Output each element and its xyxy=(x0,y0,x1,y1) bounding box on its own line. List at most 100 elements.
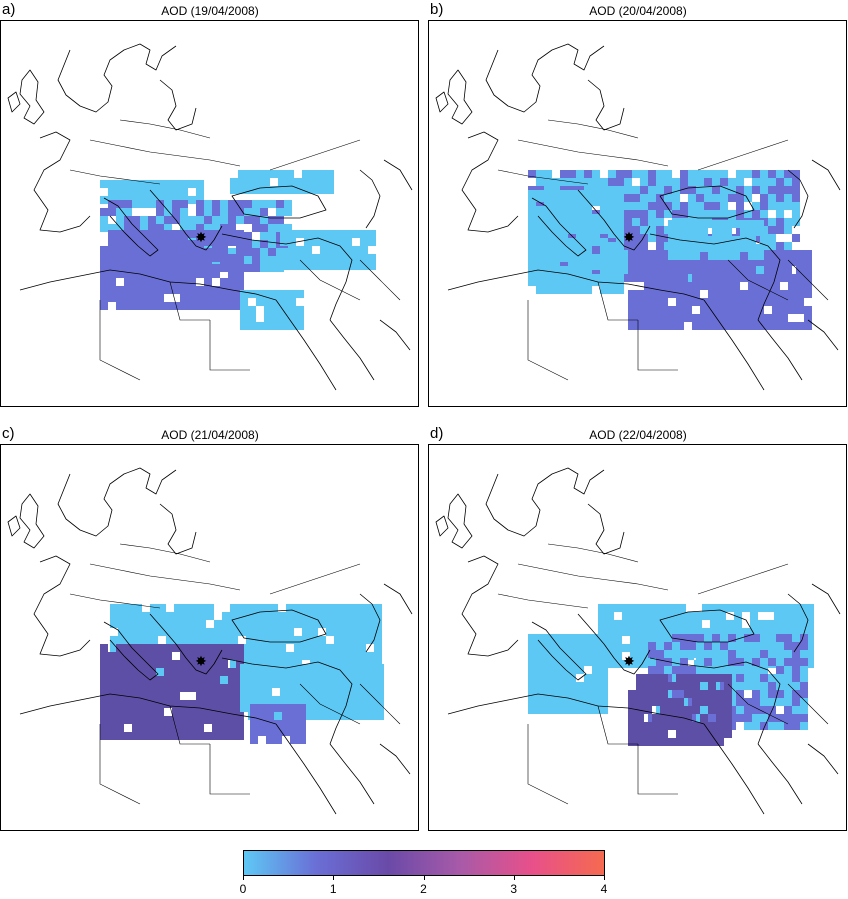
aod-cell xyxy=(110,612,118,620)
aod-cell xyxy=(552,674,560,682)
aod-cell xyxy=(768,722,776,730)
aod-cell xyxy=(792,690,800,698)
aod-cell xyxy=(806,652,814,660)
aod-cell xyxy=(260,232,268,240)
aod-cell xyxy=(132,246,140,254)
coastline xyxy=(221,233,353,321)
aod-cell xyxy=(262,604,270,612)
country-border xyxy=(697,563,789,595)
panel-title: AOD (20/04/2008) xyxy=(589,4,687,18)
aod-cell xyxy=(686,612,694,620)
aod-cell xyxy=(206,604,214,612)
aod-cell xyxy=(118,612,126,620)
aod-cell xyxy=(310,636,318,644)
aod-cell xyxy=(760,634,768,642)
aod-cell xyxy=(196,180,204,188)
aod-cell xyxy=(334,612,342,620)
aod-cell xyxy=(100,254,108,262)
aod-cell xyxy=(274,704,282,712)
aod-cell xyxy=(164,700,172,708)
aod-cell xyxy=(792,642,800,650)
aod-cell xyxy=(188,230,196,238)
aod-cell xyxy=(148,278,156,286)
aod-cell xyxy=(272,290,280,298)
aod-cell xyxy=(196,216,204,224)
aod-cell xyxy=(662,628,670,636)
aod-cell xyxy=(352,230,360,238)
aod-cell xyxy=(286,612,294,620)
aod-cell xyxy=(188,246,196,254)
aod-cell xyxy=(536,634,544,642)
aod-cell xyxy=(784,194,792,202)
aod-cell xyxy=(756,274,764,282)
aod-cell xyxy=(100,732,108,740)
aod-cell xyxy=(640,202,648,210)
aod-cell xyxy=(326,170,334,178)
aod-cell xyxy=(776,634,784,642)
aod-cell xyxy=(296,672,304,680)
aod-cell xyxy=(368,712,376,720)
aod-cell xyxy=(166,636,174,644)
aod-cell xyxy=(298,704,306,712)
aod-cell xyxy=(228,278,236,286)
aod-cell xyxy=(220,716,228,724)
aod-cell xyxy=(668,252,676,260)
aod-cell xyxy=(342,612,350,620)
aod-cell xyxy=(656,194,664,202)
aod-cell xyxy=(228,692,236,700)
aod-cell xyxy=(254,170,262,178)
aod-cell xyxy=(616,214,624,222)
aod-cell xyxy=(374,620,382,628)
aod-cell xyxy=(150,628,158,636)
aod-cell xyxy=(732,266,740,274)
aod-cell xyxy=(248,672,256,680)
aod-cell xyxy=(716,690,724,698)
aod-cell xyxy=(776,218,784,226)
aod-cell xyxy=(124,238,132,246)
aod-cell xyxy=(180,708,188,716)
aod-cell xyxy=(644,306,652,314)
aod-cell xyxy=(350,620,358,628)
aod-cell xyxy=(652,314,660,322)
aod-cell xyxy=(108,660,116,668)
aod-cell xyxy=(760,178,768,186)
aod-cell xyxy=(132,684,140,692)
aod-cell xyxy=(688,170,696,178)
aod-cell xyxy=(328,262,336,270)
aod-cell xyxy=(710,620,718,628)
aod-cell xyxy=(270,186,278,194)
aod-cell xyxy=(598,620,606,628)
aod-cell xyxy=(528,706,536,714)
aod-cell xyxy=(254,644,262,652)
coastline xyxy=(19,69,45,125)
aod-cell xyxy=(164,270,172,278)
aod-cell xyxy=(676,244,684,252)
coastline xyxy=(531,197,587,257)
aod-cell xyxy=(312,680,320,688)
aod-cell xyxy=(244,200,252,208)
aod-cell xyxy=(220,684,228,692)
aod-cell xyxy=(180,224,188,232)
aod-cell xyxy=(560,642,568,650)
aod-cell xyxy=(204,676,212,684)
aod-cell xyxy=(260,200,268,208)
aod-cell xyxy=(278,620,286,628)
aod-cell xyxy=(726,604,734,612)
aod-cell xyxy=(352,688,360,696)
coastline xyxy=(757,743,803,805)
aod-cell xyxy=(196,230,204,238)
aod-cell xyxy=(196,700,204,708)
aod-cell xyxy=(700,298,708,306)
aod-cell xyxy=(640,218,648,226)
aod-cell xyxy=(716,730,724,738)
aod-cell xyxy=(116,208,124,216)
aod-cell xyxy=(748,306,756,314)
aod-cell xyxy=(264,298,272,306)
aod-cell xyxy=(716,290,724,298)
coastline xyxy=(461,555,519,657)
aod-cell xyxy=(204,224,212,232)
aod-cell xyxy=(302,620,310,628)
aod-cell xyxy=(190,620,198,628)
country-border xyxy=(527,300,569,381)
aod-cell xyxy=(182,604,190,612)
